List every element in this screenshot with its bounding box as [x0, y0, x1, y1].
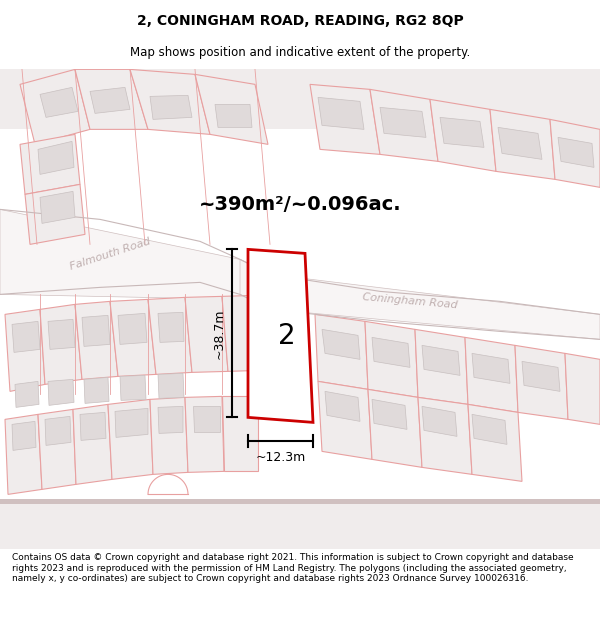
- Polygon shape: [222, 396, 258, 471]
- Polygon shape: [5, 414, 42, 494]
- Text: Falmouth Road: Falmouth Road: [68, 237, 152, 272]
- Polygon shape: [322, 329, 360, 359]
- Polygon shape: [40, 88, 78, 118]
- Polygon shape: [80, 412, 106, 441]
- Polygon shape: [84, 378, 109, 403]
- Polygon shape: [240, 259, 600, 339]
- Polygon shape: [15, 381, 39, 408]
- Polygon shape: [310, 84, 380, 154]
- Text: ~38.7m: ~38.7m: [213, 308, 226, 359]
- Polygon shape: [48, 319, 75, 349]
- Polygon shape: [75, 69, 148, 129]
- Polygon shape: [372, 399, 407, 429]
- Polygon shape: [522, 361, 560, 391]
- Polygon shape: [368, 389, 422, 468]
- Polygon shape: [158, 312, 184, 342]
- Text: Contains OS data © Crown copyright and database right 2021. This information is : Contains OS data © Crown copyright and d…: [12, 553, 574, 583]
- Polygon shape: [185, 296, 228, 372]
- Polygon shape: [185, 396, 224, 472]
- Polygon shape: [490, 109, 555, 179]
- Polygon shape: [12, 321, 40, 352]
- Polygon shape: [372, 338, 410, 367]
- Polygon shape: [40, 304, 82, 384]
- Polygon shape: [248, 249, 313, 422]
- Polygon shape: [90, 88, 130, 113]
- Polygon shape: [315, 314, 368, 389]
- Polygon shape: [468, 404, 522, 481]
- Text: 2: 2: [278, 322, 295, 349]
- Text: ~12.3m: ~12.3m: [256, 451, 305, 464]
- Polygon shape: [380, 107, 426, 138]
- Polygon shape: [82, 316, 110, 346]
- Polygon shape: [222, 296, 260, 371]
- Polygon shape: [38, 141, 74, 174]
- Polygon shape: [0, 499, 600, 549]
- Polygon shape: [0, 69, 600, 129]
- Polygon shape: [5, 309, 45, 391]
- Polygon shape: [0, 499, 600, 504]
- Polygon shape: [440, 118, 484, 148]
- Polygon shape: [472, 353, 510, 383]
- Polygon shape: [422, 406, 457, 436]
- Polygon shape: [325, 391, 360, 421]
- Text: 2, CONINGHAM ROAD, READING, RG2 8QP: 2, CONINGHAM ROAD, READING, RG2 8QP: [137, 14, 463, 28]
- Polygon shape: [430, 99, 496, 171]
- Polygon shape: [318, 381, 372, 459]
- Polygon shape: [415, 329, 468, 404]
- Polygon shape: [472, 414, 507, 444]
- Polygon shape: [515, 346, 568, 419]
- Polygon shape: [48, 379, 74, 406]
- Polygon shape: [150, 96, 192, 119]
- Polygon shape: [38, 409, 76, 489]
- Polygon shape: [12, 421, 36, 451]
- Text: Coningham Road: Coningham Road: [362, 292, 458, 311]
- Polygon shape: [370, 89, 438, 161]
- Polygon shape: [0, 209, 270, 299]
- Polygon shape: [465, 338, 518, 412]
- Polygon shape: [20, 69, 90, 144]
- Polygon shape: [158, 406, 183, 433]
- Polygon shape: [148, 298, 192, 374]
- Polygon shape: [108, 399, 153, 479]
- Polygon shape: [215, 104, 252, 127]
- Polygon shape: [25, 184, 85, 244]
- Polygon shape: [418, 398, 472, 474]
- Polygon shape: [565, 353, 600, 424]
- Polygon shape: [45, 416, 71, 446]
- Polygon shape: [195, 74, 268, 144]
- Polygon shape: [115, 408, 148, 437]
- Polygon shape: [498, 127, 542, 159]
- Polygon shape: [75, 301, 118, 379]
- Polygon shape: [422, 346, 460, 376]
- Polygon shape: [118, 313, 147, 344]
- Polygon shape: [120, 376, 146, 401]
- Polygon shape: [130, 69, 210, 134]
- Text: Map shows position and indicative extent of the property.: Map shows position and indicative extent…: [130, 46, 470, 59]
- Polygon shape: [193, 406, 220, 432]
- Polygon shape: [20, 134, 80, 194]
- Polygon shape: [318, 98, 364, 129]
- Text: ~390m²/~0.096ac.: ~390m²/~0.096ac.: [199, 195, 401, 214]
- Polygon shape: [558, 138, 594, 168]
- Polygon shape: [550, 119, 600, 188]
- Polygon shape: [150, 398, 188, 474]
- Polygon shape: [40, 191, 75, 223]
- Polygon shape: [365, 321, 418, 398]
- Polygon shape: [73, 404, 112, 484]
- Polygon shape: [110, 299, 156, 376]
- Polygon shape: [158, 373, 184, 398]
